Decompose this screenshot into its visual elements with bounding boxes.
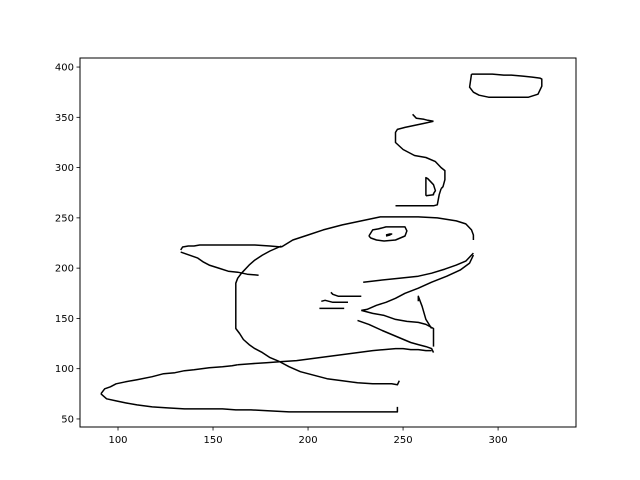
stroke-line-14 xyxy=(385,233,393,237)
stroke-line-4 xyxy=(281,216,475,248)
stroke-line-21 xyxy=(100,363,238,395)
stroke-line-20 xyxy=(100,393,399,413)
stroke-line-16 xyxy=(412,113,434,123)
stroke-line-19 xyxy=(468,73,543,98)
y-tick-label: 350 xyxy=(55,113,74,124)
x-tick-label: 250 xyxy=(394,435,413,446)
x-tick-label: 100 xyxy=(108,435,127,446)
stroke-line-5 xyxy=(363,252,474,283)
drawing-strokes xyxy=(100,73,543,413)
stroke-line-7 xyxy=(361,309,435,347)
y-tick-label: 400 xyxy=(55,63,74,74)
y-tick-label: 100 xyxy=(55,364,74,375)
stroke-line-13 xyxy=(368,226,408,242)
stroke-line-9 xyxy=(417,295,433,329)
stroke-line-22 xyxy=(237,347,432,366)
y-tick-label: 250 xyxy=(55,213,74,224)
y-axis-ticks: 50 100 150 200 250 300 350 400 xyxy=(55,63,80,425)
stroke-line-3 xyxy=(235,245,400,386)
plot-area-frame xyxy=(79,57,577,428)
x-tick-label: 200 xyxy=(298,435,317,446)
y-tick-label: 300 xyxy=(55,163,74,174)
x-axis-ticks: 100 150 200 250 300 xyxy=(108,427,508,446)
stroke-line-18 xyxy=(395,188,442,207)
x-tick-label: 150 xyxy=(203,435,222,446)
stroke-line-8 xyxy=(357,319,435,353)
stroke-line-1 xyxy=(180,244,282,251)
y-tick-label: 50 xyxy=(61,414,74,425)
y-tick-label: 150 xyxy=(55,314,74,325)
stroke-line-15 xyxy=(425,176,437,197)
stroke-line-17 xyxy=(394,120,446,190)
x-tick-label: 300 xyxy=(489,435,508,446)
stroke-line-11 xyxy=(321,299,348,304)
y-tick-label: 200 xyxy=(55,264,74,275)
stroke-line-10 xyxy=(330,291,362,298)
stroke-line-6 xyxy=(361,254,475,312)
